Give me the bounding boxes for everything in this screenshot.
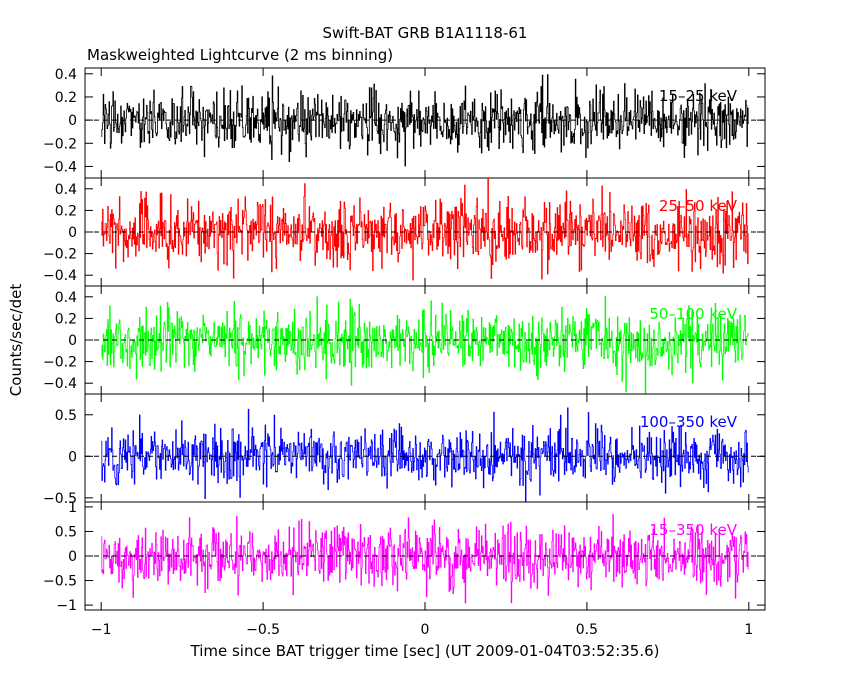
- y-tick-label: 0: [68, 113, 77, 129]
- x-tick-label: −1: [91, 622, 112, 638]
- y-tick-label: −0.5: [43, 574, 77, 590]
- band-label: 15–25 keV: [659, 87, 738, 105]
- y-tick-label: 0.5: [55, 408, 77, 424]
- y-tick-label: −0.4: [43, 376, 77, 392]
- panel-2: −0.4 −0.2 0 0.2 0.4 25–50 keV: [43, 177, 766, 287]
- y-tick-label: −0.2: [43, 136, 77, 152]
- lightcurve-trace: [101, 514, 749, 604]
- x-tick-label: 0: [421, 622, 430, 638]
- y-axis-label: Counts/sec/det: [7, 284, 25, 397]
- chart-title: Swift-BAT GRB B1A1118-61: [323, 24, 528, 42]
- y-tick-label: 1: [68, 500, 77, 516]
- band-label: 15–350 keV: [649, 521, 737, 539]
- band-label: 25–50 keV: [659, 197, 738, 215]
- panel-1: −0.4 −0.2 0 0.2 0.4 15–25 keV: [43, 67, 766, 179]
- y-tick-label: −0.2: [43, 355, 77, 371]
- panels-layer: −0.4 −0.2 0 0.2 0.4 15–25 keV −0.4 −0.2 0 0.2 0.4 2…: [43, 67, 766, 638]
- panel-5: −1 −0.5 0 0.5 1 15–350 keV: [43, 500, 766, 614]
- y-tick-label: 0: [68, 449, 77, 465]
- x-tick-label: 1: [744, 622, 753, 638]
- y-tick-label: 0.2: [55, 90, 77, 106]
- x-tick-label: −0.5: [246, 622, 280, 638]
- y-tick-label: 0: [68, 549, 77, 565]
- y-tick-label: −0.5: [43, 491, 77, 507]
- lightcurve-trace: [101, 177, 749, 281]
- y-tick-label: 0.4: [55, 290, 77, 306]
- band-label: 50–100 keV: [649, 305, 737, 323]
- y-tick-label: −0.4: [43, 268, 77, 284]
- x-axis-label: Time since BAT trigger time [sec] (UT 20…: [190, 642, 660, 660]
- panel-3: −0.4 −0.2 0 0.2 0.4 50–100 keV: [43, 285, 766, 395]
- lightcurve-trace: [101, 74, 749, 167]
- y-tick-label: 0.4: [55, 182, 77, 198]
- y-tick-label: −1: [56, 598, 77, 614]
- lightcurve-trace: [101, 295, 749, 394]
- y-tick-label: 0.4: [55, 67, 77, 83]
- y-tick-label: −0.2: [43, 247, 77, 263]
- y-tick-label: −0.4: [43, 159, 77, 175]
- lightcurve-trace: [101, 407, 749, 502]
- y-tick-label: 0: [68, 333, 77, 349]
- y-tick-label: 0.2: [55, 311, 77, 327]
- y-tick-label: 0.2: [55, 203, 77, 219]
- y-tick-label: 0.5: [55, 524, 77, 540]
- chart-subtitle: Maskweighted Lightcurve (2 ms binning): [87, 46, 393, 64]
- x-tick-label: 0.5: [576, 622, 598, 638]
- band-label: 100–350 keV: [640, 413, 738, 431]
- y-tick-label: 0: [68, 225, 77, 241]
- panel-4: −0.5 0 0.5 100–350 keV: [43, 393, 766, 507]
